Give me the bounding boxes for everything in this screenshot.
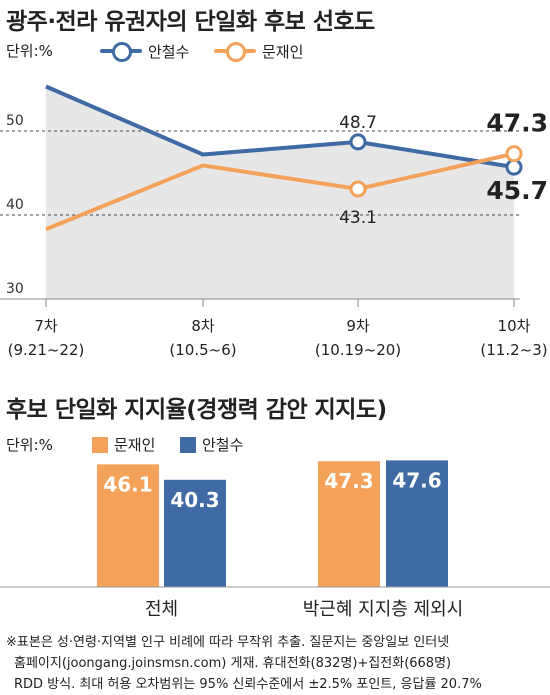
bar-category-label: 박근혜 지지층 제외시: [303, 599, 463, 620]
bar-moon: [97, 464, 159, 587]
bar-chart-unit: 단위:%: [6, 436, 53, 454]
x-tick-label: 7차: [34, 317, 58, 335]
series-point-ahn: [349, 133, 367, 151]
line-chart: 50 40 30 7차 (9.21~22) 8차 (10.5~6) 9차 (10.19~20)…: [0, 84, 548, 359]
bar-chart-title: 후보 단일화 지지율(경쟁력 감안 지지도): [6, 397, 387, 423]
line-legend-moon-icon: [214, 40, 256, 62]
series-line-ahn: [45, 84, 515, 170]
series-point-moon: [349, 180, 367, 198]
bar-ahn: [386, 460, 448, 587]
bar-legend-ahn-swatch: [180, 436, 196, 453]
bar-category-label: 전체: [145, 599, 178, 620]
bar-moon: [318, 461, 380, 587]
footnote-line-1: ※표본은 성·연령·지역별 인구 비례에 따라 무작위 추출. 질문지는 중앙일…: [6, 635, 450, 650]
line-chart-unit: 단위:%: [6, 42, 53, 60]
bar-value-label: 46.1: [103, 472, 152, 496]
line-chart-area: [46, 86, 514, 299]
bar-legend-ahn: 안철수: [180, 434, 243, 455]
x-tick-period: (11.2~3): [480, 341, 547, 359]
x-tick-period: (9.21~22): [8, 341, 85, 359]
data-label-moon: 43.1: [339, 208, 377, 228]
bar-value-label: 47.6: [392, 468, 441, 492]
bar-legend-moon-swatch: [92, 436, 108, 453]
footnote-line-3: RDD 방식. 최대 허용 오차범위는 95% 신뢰수준에서 ±2.5% 포인트…: [14, 677, 482, 692]
series-point-moon: [505, 145, 523, 163]
line-chart-title: 광주·전라 유권자의 단일화 후보 선호도: [6, 9, 375, 35]
y-tick-label: 40: [6, 197, 24, 213]
data-label-ahn: 48.7: [339, 113, 377, 133]
x-tick-period: (10.19~20): [315, 341, 401, 359]
x-tick-period: (10.5~6): [169, 341, 236, 359]
bar-ahn: [164, 479, 226, 587]
data-label-ahn: 45.7: [486, 176, 548, 205]
bar-value-label: 47.3: [324, 469, 373, 493]
line-legend-ahn-icon: [100, 40, 142, 62]
bar-value-label: 40.3: [170, 488, 219, 512]
footnote-line-2: 홈페이지(joongang.joinsmsn.com) 게재. 휴대전화(832…: [14, 656, 452, 671]
y-tick-label: 50: [6, 113, 24, 129]
data-label-moon: 47.3: [486, 109, 548, 138]
x-tick-label: 10차: [498, 317, 531, 335]
line-legend-moon-label: 문재인: [262, 42, 304, 61]
x-tick-label: 9차: [346, 317, 370, 335]
y-tick-label: 30: [6, 281, 24, 297]
bar-legend-moon-label: 문재인: [114, 436, 156, 454]
line-legend-ahn-label: 안철수: [148, 42, 190, 61]
bar-legend-moon: 문재인: [92, 434, 155, 455]
series-point-ahn: [505, 158, 523, 176]
line-legend-ahn: 안철수: [100, 40, 189, 62]
x-tick-label: 8차: [191, 317, 215, 335]
footnote: ※표본은 성·연령·지역별 인구 비례에 따라 무작위 추출. 질문지는 중앙일…: [6, 632, 546, 695]
bar-legend-ahn-label: 안철수: [202, 436, 244, 454]
bar-chart: 46.1 40.3 47.3 47.6 전체 박근혜 지지층 제외시: [0, 460, 550, 620]
line-legend-moon: 문재인: [214, 40, 303, 62]
series-line-moon: [45, 151, 515, 232]
